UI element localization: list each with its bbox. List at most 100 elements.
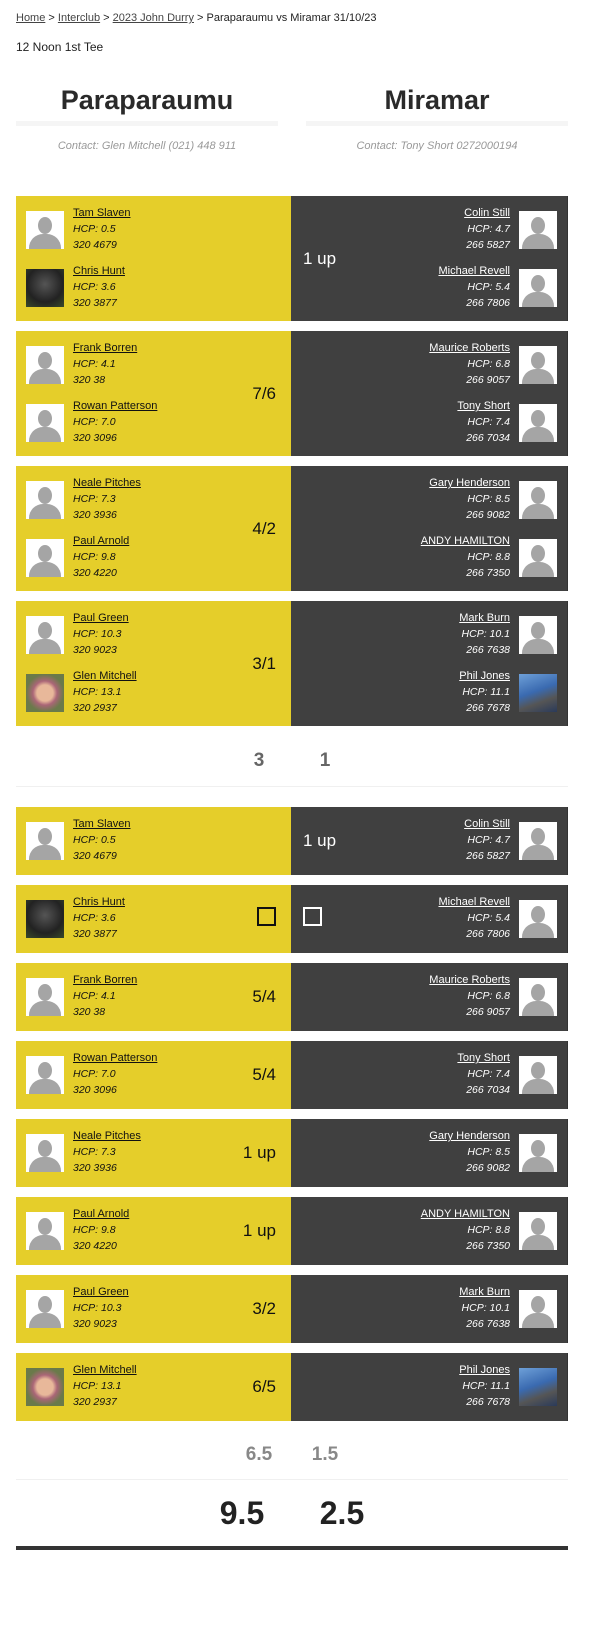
player-name-link[interactable]: Paul Arnold <box>73 535 130 547</box>
player-name-link[interactable]: Mark Burn <box>459 1286 510 1298</box>
player-name-link[interactable]: Colin Still <box>464 818 510 830</box>
player-handicap: HCP: 8.5 <box>467 1146 510 1158</box>
match-row: Paul Green HCP: 10.3 320 9023 3/2 Mark B… <box>16 1275 568 1343</box>
player-name-link[interactable]: Neale Pitches <box>73 477 141 489</box>
player-info: Tony Short HCP: 7.4 266 7034 <box>457 398 510 446</box>
avatar <box>519 481 557 519</box>
player-name-link[interactable]: Glen Mitchell <box>73 670 137 682</box>
player-handicap: HCP: 4.7 <box>467 223 510 235</box>
player-name-link[interactable]: Phil Jones <box>459 670 510 682</box>
player-handicap: HCP: 5.4 <box>467 281 510 293</box>
player-handicap: HCP: 10.1 <box>461 628 510 640</box>
player-phone: 266 7350 <box>466 1240 510 1252</box>
home-side: Chris Hunt HCP: 3.6 320 3877 <box>16 885 291 953</box>
player-handicap: HCP: 7.0 <box>73 416 116 428</box>
avatar <box>26 404 64 442</box>
player-phone: 320 38 <box>73 374 106 386</box>
player-name-link[interactable]: Gary Henderson <box>429 1130 510 1142</box>
home-side: Frank Borren HCP: 4.1 320 38 Rowan Patte… <box>16 331 291 456</box>
breadcrumb-home[interactable]: Home <box>16 12 46 24</box>
away-side: Maurice Roberts HCP: 6.8 266 9057 Tony S… <box>291 331 568 456</box>
match-row: Paul Arnold HCP: 9.8 320 4220 1 up ANDY … <box>16 1197 568 1265</box>
home-team-contact: Contact: Glen Mitchell (021) 448 911 <box>57 140 237 152</box>
player-info: Rowan Patterson HCP: 7.0 320 3096 <box>73 1050 157 1098</box>
player: Colin Still HCP: 4.7 266 5827 <box>301 816 557 866</box>
player: Frank Borren HCP: 4.1 320 38 <box>26 972 281 1022</box>
avatar <box>26 616 64 654</box>
player-name-link[interactable]: Colin Still <box>464 207 510 219</box>
player: Michael Revell HCP: 5.4 266 7806 <box>301 894 557 944</box>
player-handicap: HCP: 3.6 <box>73 912 116 924</box>
home-side: Paul Green HCP: 10.3 320 9023 Glen Mitch… <box>16 601 291 726</box>
player-name-link[interactable]: Gary Henderson <box>429 477 510 489</box>
away-side: Maurice Roberts HCP: 6.8 266 9057 <box>291 963 568 1031</box>
player-handicap: HCP: 10.1 <box>461 1302 510 1314</box>
avatar <box>519 616 557 654</box>
away-score: 1.5 <box>311 1444 339 1465</box>
player-name-link[interactable]: Maurice Roberts <box>429 342 510 354</box>
player: ANDY HAMILTON HCP: 8.8 266 7350 <box>301 1206 557 1256</box>
match-row: Rowan Patterson HCP: 7.0 320 3096 5/4 To… <box>16 1041 568 1109</box>
player-phone: 320 4220 <box>73 567 117 579</box>
player: Gary Henderson HCP: 8.5 266 9082 <box>301 1128 557 1178</box>
player-name-link[interactable]: Mark Burn <box>459 612 510 624</box>
player-name-link[interactable]: Tam Slaven <box>73 818 131 830</box>
player: Frank Borren HCP: 4.1 320 38 <box>26 340 281 398</box>
player-name-link[interactable]: Tony Short <box>457 400 510 412</box>
player-name-link[interactable]: Chris Hunt <box>73 265 125 277</box>
player-handicap: HCP: 6.8 <box>467 990 510 1002</box>
player-name-link[interactable]: Rowan Patterson <box>73 1052 158 1064</box>
avatar <box>26 539 64 577</box>
match-result: 1 up <box>242 1143 276 1162</box>
home-team: Paraparaumu Contact: Glen Mitchell (021)… <box>16 82 278 152</box>
player-name-link[interactable]: Glen Mitchell <box>73 1364 137 1376</box>
player: Mark Burn HCP: 10.1 266 7638 <box>301 1284 557 1334</box>
player: Tony Short HCP: 7.4 266 7034 <box>301 1050 557 1100</box>
player-name-link[interactable]: Rowan Patterson <box>73 400 158 412</box>
player-info: Michael Revell HCP: 5.4 266 7806 <box>438 263 510 311</box>
match-result: 7/6 <box>252 383 276 403</box>
player-name-link[interactable]: Paul Arnold <box>73 1208 130 1220</box>
player-name-link[interactable]: Tam Slaven <box>73 207 131 219</box>
halved-box <box>257 907 276 931</box>
player: Glen Mitchell HCP: 13.1 320 2937 <box>26 1362 281 1412</box>
player-info: Colin Still HCP: 4.7 266 5827 <box>464 816 510 864</box>
player: Rowan Patterson HCP: 7.0 320 3096 <box>26 398 281 456</box>
player-info: Mark Burn HCP: 10.1 266 7638 <box>459 1284 510 1332</box>
away-side: Colin Still HCP: 4.7 266 5827 Michael Re… <box>291 196 568 321</box>
player-phone: 266 7678 <box>466 702 510 714</box>
player-name-link[interactable]: ANDY HAMILTON <box>420 535 510 547</box>
player-name-link[interactable]: Michael Revell <box>438 896 510 908</box>
player-name-link[interactable]: Neale Pitches <box>73 1130 141 1142</box>
player: Maurice Roberts HCP: 6.8 266 9057 <box>301 972 557 1022</box>
player: Paul Arnold HCP: 9.8 320 4220 <box>26 533 281 591</box>
player-name-link[interactable]: Michael Revell <box>438 265 510 277</box>
player-handicap: HCP: 3.6 <box>73 281 116 293</box>
player: Michael Revell HCP: 5.4 266 7806 <box>301 263 557 321</box>
breadcrumb-competition[interactable]: 2023 John Durry <box>112 12 194 24</box>
player: Chris Hunt HCP: 3.6 320 3877 <box>26 263 281 321</box>
avatar <box>26 346 64 384</box>
player-handicap: HCP: 7.3 <box>73 493 116 505</box>
player-name-link[interactable]: Paul Green <box>73 1286 129 1298</box>
player-info: Glen Mitchell HCP: 13.1 320 2937 <box>73 1362 137 1410</box>
avatar <box>26 1212 64 1250</box>
player-info: Tam Slaven HCP: 0.5 320 4679 <box>73 205 130 253</box>
breadcrumb-interclub[interactable]: Interclub <box>57 12 101 24</box>
player-info: Neale Pitches HCP: 7.3 320 3936 <box>73 1128 141 1176</box>
player-name-link[interactable]: Phil Jones <box>459 1364 510 1376</box>
player-handicap: HCP: 5.4 <box>467 912 510 924</box>
player-name-link[interactable]: Tony Short <box>457 1052 510 1064</box>
player-info: Phil Jones HCP: 11.1 266 7678 <box>459 1362 510 1410</box>
player-info: Rowan Patterson HCP: 7.0 320 3096 <box>73 398 157 446</box>
away-side: Phil Jones HCP: 11.1 266 7678 <box>291 1353 568 1421</box>
player-name-link[interactable]: Frank Borren <box>73 342 138 354</box>
player-phone: 266 7678 <box>466 1396 510 1408</box>
player-name-link[interactable]: Frank Borren <box>73 974 138 986</box>
player-name-link[interactable]: Paul Green <box>73 612 129 624</box>
away-score: 1 <box>319 750 331 771</box>
player-name-link[interactable]: Chris Hunt <box>73 896 125 908</box>
player-name-link[interactable]: Maurice Roberts <box>429 974 510 986</box>
home-score: 3 <box>253 750 265 771</box>
player-name-link[interactable]: ANDY HAMILTON <box>420 1208 510 1220</box>
